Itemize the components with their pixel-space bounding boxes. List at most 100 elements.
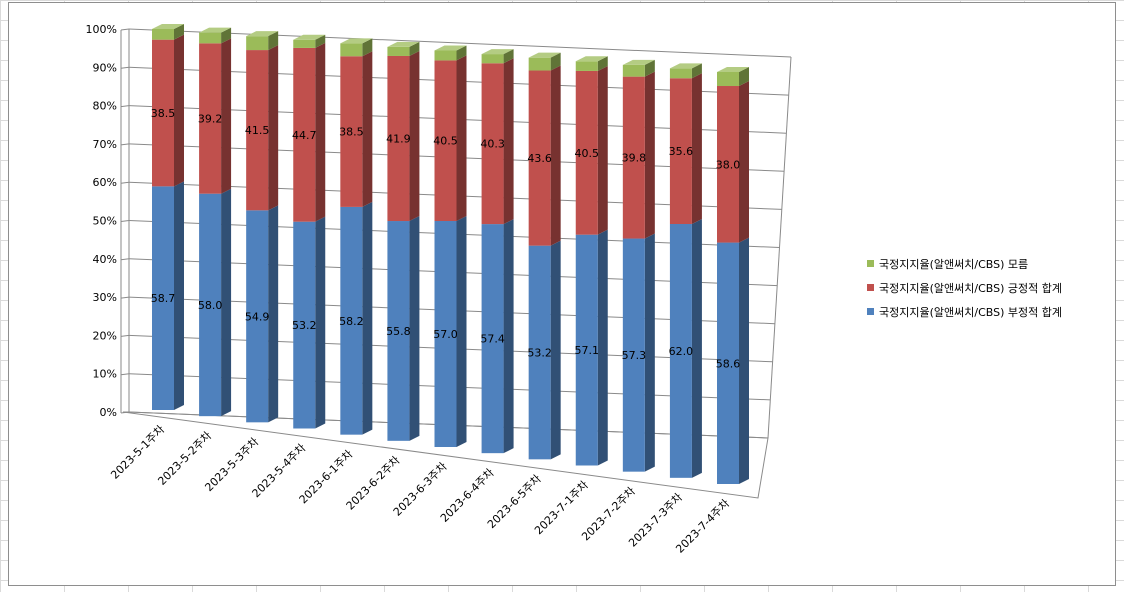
- bar-segment: [152, 29, 174, 40]
- data-label: 41.9: [386, 133, 411, 146]
- gridline-side: [120, 66, 130, 69]
- legend-swatch: [867, 308, 874, 315]
- bar-segment-side: [174, 181, 184, 410]
- bar-segment-side: [691, 73, 702, 224]
- chart-floor: [122, 411, 769, 499]
- data-label: 43.6: [527, 152, 552, 165]
- gridline-side: [120, 373, 130, 376]
- bar-segment: [434, 220, 457, 447]
- bar-segment: [669, 78, 692, 224]
- bar-segment-side: [221, 188, 232, 417]
- bar-segment-side: [739, 67, 749, 87]
- bar-segment-side: [644, 71, 655, 239]
- x-tick-label: 2023-6-3주차: [391, 460, 450, 519]
- data-label: 53.2: [527, 346, 552, 359]
- bar-segment: [717, 86, 739, 243]
- bar-segment-top: [717, 67, 749, 72]
- back-wall-right-edge: [767, 56, 792, 439]
- bar-segment-top: [293, 34, 326, 40]
- bar-segment-side: [174, 34, 184, 187]
- legend-swatch: [867, 284, 874, 291]
- bar-segment-side: [315, 34, 326, 48]
- bar-segment: [199, 32, 222, 44]
- gridline-side: [120, 334, 130, 337]
- bar-segment-side: [550, 240, 561, 460]
- bar-segment-side: [268, 205, 279, 423]
- bar-segment: [387, 221, 410, 441]
- bar-segment-side: [362, 38, 373, 57]
- bar-segment-top: [528, 52, 561, 58]
- bar-segment: [152, 39, 174, 187]
- bar-segment-side: [644, 233, 655, 472]
- data-label: 44.7: [292, 129, 317, 142]
- gridline-side: [120, 181, 130, 184]
- bar-segment-top: [575, 56, 608, 62]
- chart-area: 0% 10% 20% 30% 40% 50% 60% 70% 80% 90% 100% 58.7 38.…: [8, 2, 1116, 586]
- data-label: 40.5: [433, 135, 458, 148]
- bar-segment-side: [221, 38, 232, 194]
- bar-segment-top: [199, 27, 232, 33]
- data-label: 62.0: [669, 345, 694, 358]
- data-label: 57.4: [480, 333, 505, 346]
- y-tick-label: 50%: [93, 215, 117, 228]
- x-tick-label: 2023-5-4주차: [250, 441, 309, 500]
- x-tick-label: 2023-7-4주차: [673, 497, 732, 556]
- y-tick-label: 0%: [100, 406, 117, 419]
- legend-entry: 국정지지율(알앤써치/CBS) 모름: [879, 257, 1028, 271]
- bar-segment-side: [644, 59, 655, 77]
- y-tick-label: 70%: [93, 138, 117, 151]
- bar-segment-top: [481, 49, 514, 55]
- bar-segment: [199, 193, 222, 417]
- bar-segment-side: [691, 63, 702, 79]
- bar-segment: [293, 47, 316, 222]
- data-label: 57.1: [575, 344, 600, 357]
- data-label: 38.5: [151, 107, 176, 120]
- data-label: 58.2: [339, 315, 364, 328]
- gridline-side: [120, 220, 130, 222]
- bar-segment: [669, 223, 692, 478]
- bar-segment: [246, 36, 269, 51]
- bar-segment-side: [597, 65, 608, 235]
- y-tick-label: 60%: [93, 176, 117, 189]
- bar-segment: [669, 68, 692, 79]
- gridline-side: [120, 296, 130, 299]
- legend-swatch: [867, 260, 874, 267]
- bar-segment-side: [315, 42, 326, 222]
- bar-segment-side: [550, 65, 561, 246]
- data-label: 38.0: [716, 158, 741, 171]
- data-label: 39.8: [622, 152, 647, 165]
- bar-segment: [528, 245, 551, 460]
- x-tick-label: 2023-5-1주차: [108, 423, 167, 482]
- y-tick-label: 30%: [93, 291, 117, 304]
- bar-segment: [152, 186, 174, 410]
- data-label: 38.5: [339, 126, 364, 139]
- bar-segment-side: [503, 49, 514, 64]
- bar-segment-side: [739, 81, 749, 243]
- data-label: 35.6: [669, 145, 694, 158]
- legend-entry: 국정지지율(알앤써치/CBS) 긍정적 합계: [879, 281, 1062, 295]
- x-tick-label: 2023-7-2주차: [579, 485, 638, 544]
- bar-segment-side: [362, 201, 373, 435]
- data-label: 57.0: [433, 328, 458, 341]
- data-label: 41.5: [245, 124, 270, 137]
- y-tick-label: 90%: [93, 61, 117, 74]
- bar-segment: [434, 50, 457, 61]
- y-tick-label: 10%: [93, 368, 117, 381]
- bar-segment-side: [268, 31, 279, 51]
- bar-segment-side: [456, 45, 467, 61]
- data-label: 58.6: [716, 357, 741, 370]
- x-tick-label: 2023-5-3주차: [202, 435, 261, 494]
- x-tick-label: 2023-6-5주차: [485, 472, 544, 531]
- bar-segment-top: [340, 38, 373, 44]
- bar-segment: [387, 46, 410, 56]
- data-label: 57.3: [622, 349, 647, 362]
- bar-segment: [387, 55, 410, 222]
- x-tick-label: 2023-5-2주차: [155, 429, 214, 488]
- bar-segment-side: [503, 219, 514, 454]
- bar-segment-side: [409, 41, 420, 56]
- bar-segment-side: [409, 216, 420, 441]
- bar-segment-side: [503, 58, 514, 225]
- bar-segment: [622, 76, 645, 239]
- y-tick-label: 100%: [86, 23, 117, 36]
- gridline-side: [120, 105, 130, 108]
